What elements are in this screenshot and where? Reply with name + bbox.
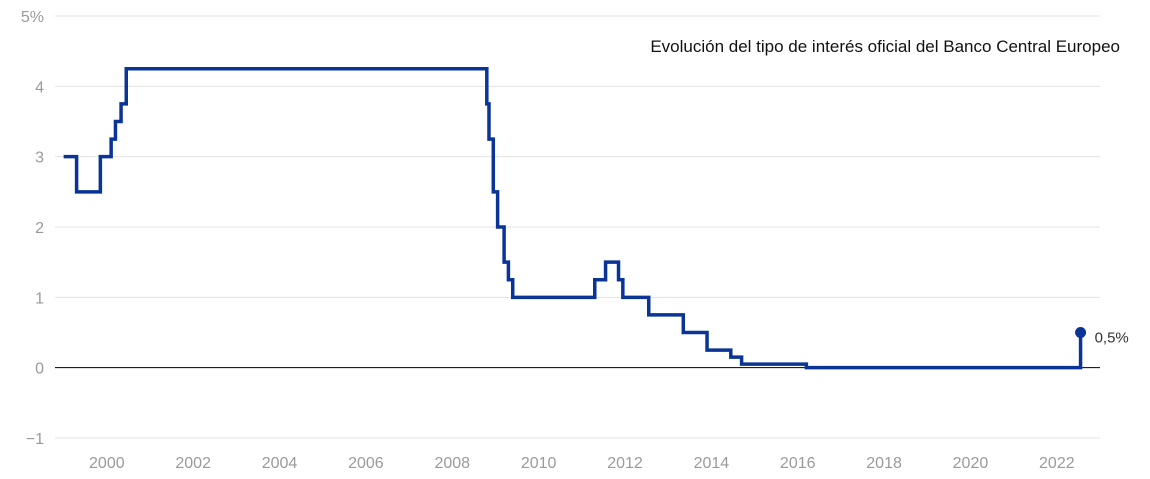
y-tick-label-6: 5% [21,9,44,26]
x-tick-label-4: 2008 [434,455,470,472]
x-tick-label-11: 2022 [1039,455,1075,472]
y-tick-label-5: 4 [35,79,44,96]
series-end-point-0 [1075,327,1087,338]
x-tick-label-3: 2006 [348,455,384,472]
labels: −1 0 1 2 3 4 5% 2000 2002 2004 2006 2008 2010 2012 201… [21,9,1129,472]
grid-lines [55,15,1100,439]
x-tick-label-9: 2018 [866,455,902,472]
y-tick-label-3: 2 [35,220,44,237]
series-line-0 [63,67,1083,370]
x-tick-label-2: 2004 [262,455,298,472]
y-tick-label-0: −1 [26,431,44,448]
series-lines [63,67,1087,370]
y-tick-label-4: 3 [35,150,44,167]
x-tick-label-1: 2002 [175,455,211,472]
x-tick-label-10: 2020 [953,455,989,472]
x-tick-label-6: 2012 [607,455,643,472]
x-tick-label-0: 2000 [89,455,125,472]
x-tick-label-7: 2014 [694,455,730,472]
chart-title: Evolución del tipo de interés oficial de… [650,37,1120,56]
end-value-label: 0,5% [1095,330,1129,347]
y-tick-label-2: 1 [35,290,44,307]
x-tick-label-8: 2016 [780,455,816,472]
y-tick-label-1: 0 [35,361,44,378]
x-tick-label-5: 2010 [521,455,557,472]
